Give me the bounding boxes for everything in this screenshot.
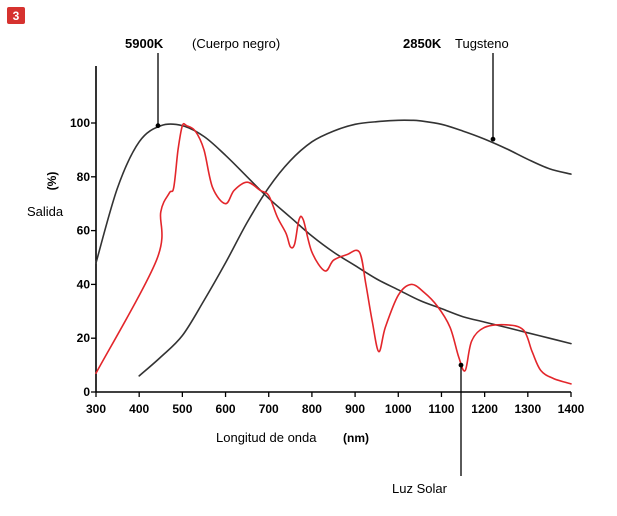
y-tick-label: 60 [77, 224, 91, 238]
annotation-pointer-dot [155, 123, 161, 129]
x-axis-unit: (nm) [343, 431, 369, 445]
curves [95, 119, 572, 385]
annotation-label-bold: 5900K [125, 36, 164, 51]
y-tick-label: 20 [77, 331, 91, 345]
x-tick-label: 300 [86, 402, 106, 416]
x-tick-label: 700 [259, 402, 279, 416]
y-axis-label: Salida [27, 204, 64, 219]
x-tick-label: 600 [216, 402, 236, 416]
x-tick-label: 400 [129, 402, 149, 416]
annotation-pointer-dot [490, 136, 496, 142]
x-tick-label: 500 [172, 402, 192, 416]
annotation-label: (Cuerpo negro) [192, 36, 280, 51]
annotation-2: 2850K Tugsteno [403, 36, 509, 142]
figure-badge: 3 [7, 7, 25, 24]
annotations: 5900K (Cuerpo negro) 2850K Tugsteno Luz Sola… [125, 36, 509, 496]
annotation-pointer-dot [458, 362, 464, 368]
tungsten-2850k-curve [138, 119, 572, 377]
annotation-3: Luz Solar [392, 362, 464, 496]
x-tick-label: 800 [302, 402, 322, 416]
x-tick-label: 900 [345, 402, 365, 416]
annotation-label: Luz Solar [392, 481, 448, 496]
y-tick-label: 40 [77, 277, 91, 291]
sunlight-curve [95, 122, 572, 385]
axis-ticks: 300 400 500 600 700 800 900 1000 1100 1200 1300 140… [70, 116, 585, 416]
y-tick-label: 100 [70, 116, 90, 130]
badge-background [7, 7, 25, 24]
annotation-1: 5900K (Cuerpo negro) [125, 36, 280, 129]
annotation-label: Tugsteno [455, 36, 509, 51]
y-tick-label: 80 [77, 170, 91, 184]
annotation-label-bold: 2850K [403, 36, 442, 51]
x-tick-label: 1300 [514, 402, 541, 416]
y-axis-unit: (%) [45, 172, 59, 191]
badge-number: 3 [13, 9, 20, 23]
x-tick-label: 1400 [558, 402, 585, 416]
x-tick-label: 1200 [471, 402, 498, 416]
blackbody-5900k-curve [95, 123, 572, 345]
x-tick-label: 1000 [385, 402, 412, 416]
y-tick-label: 0 [83, 385, 90, 399]
x-tick-label: 1100 [428, 402, 454, 416]
x-axis-label: Longitud de onda [216, 430, 317, 445]
